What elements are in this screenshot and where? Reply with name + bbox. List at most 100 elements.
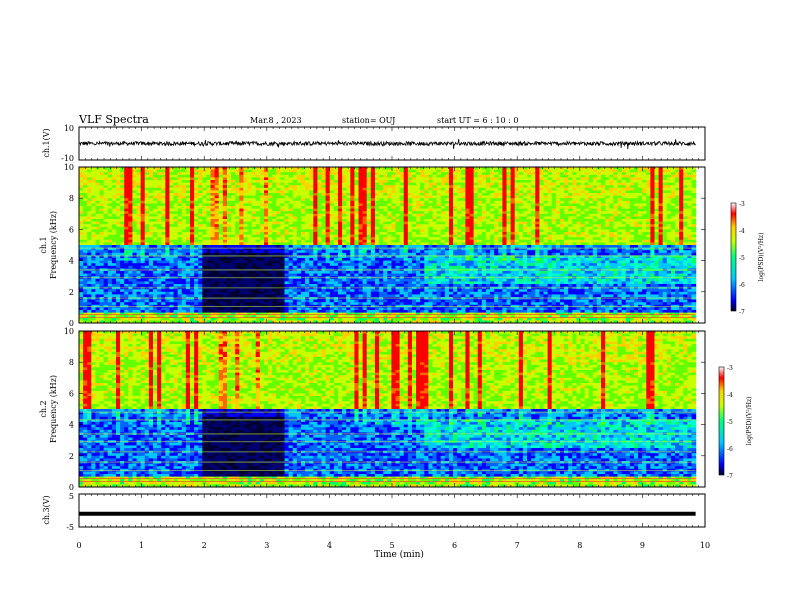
spectrogram-cell	[255, 229, 261, 233]
spectrogram-cell	[218, 320, 224, 323]
spectrogram-cell	[202, 317, 208, 321]
spectrogram-cell	[313, 273, 319, 277]
spectrogram-cell	[239, 200, 245, 204]
spectrogram-cell	[321, 239, 327, 243]
spectrogram-cell	[366, 278, 372, 282]
spectrogram-cell	[354, 263, 360, 267]
spectrogram-cell	[263, 302, 269, 306]
spectrogram-cell	[403, 263, 409, 267]
spectrogram-cell	[247, 310, 253, 314]
spectrogram-cell	[148, 190, 154, 194]
spectrogram-cell	[325, 203, 331, 207]
spectrogram-cell	[321, 167, 327, 171]
spectrogram-cell	[366, 219, 372, 223]
spectrogram-cell	[346, 281, 351, 285]
spectrogram-cell	[366, 237, 372, 241]
spectrogram-cell	[366, 320, 372, 323]
spectrogram-cell	[120, 265, 125, 269]
spectrogram-cell	[214, 271, 220, 275]
spectrogram-cell	[99, 245, 105, 249]
spectrogram-cell	[99, 271, 105, 275]
spectrogram-cell	[235, 289, 240, 293]
spectrogram-cell	[383, 281, 388, 285]
spectrogram-cell	[395, 242, 401, 246]
spectrogram-cell	[83, 190, 88, 194]
spectrogram-cell	[152, 284, 158, 288]
spectrogram-cell	[325, 297, 331, 301]
spectrogram-cell	[177, 320, 183, 323]
spectrogram-cell	[370, 193, 376, 197]
spectrogram-cell	[95, 317, 101, 321]
spectrogram-cell	[161, 271, 166, 275]
spectrogram-cell	[132, 232, 138, 236]
spectrogram-cell	[309, 180, 314, 184]
spectrogram-cell	[148, 317, 154, 321]
spectrogram-cell	[280, 213, 286, 217]
spectrogram-cell	[83, 200, 88, 204]
spectrogram-cell	[140, 180, 146, 184]
spectrogram-cell	[296, 239, 302, 243]
spectrogram-cell	[358, 182, 364, 186]
spectrogram-cell	[202, 232, 208, 236]
spectrogram-cell	[79, 299, 84, 303]
spectrogram-cell	[259, 281, 265, 285]
spectrogram-cell	[366, 187, 372, 191]
spectrogram-cell	[111, 169, 117, 173]
spectrogram-cell	[91, 239, 97, 243]
spectrogram-cell	[284, 206, 290, 210]
spectrogram-cell	[161, 167, 166, 171]
spectrogram-cell	[317, 294, 323, 298]
spectrogram-cell	[87, 185, 92, 189]
spectrogram-cell	[403, 252, 409, 256]
spectrogram-cell	[103, 185, 109, 189]
spectrogram-cell	[181, 232, 187, 236]
spectrogram-cell	[99, 229, 105, 233]
spectrogram-cell	[354, 307, 360, 311]
spectrogram-cell	[173, 284, 179, 288]
spectrogram-cell	[300, 317, 306, 321]
spectrogram-cell	[296, 289, 302, 293]
spectrogram-cell	[128, 198, 134, 202]
spectrogram-cell	[235, 195, 240, 199]
spectrogram-cell	[144, 208, 150, 212]
spectrogram-cell	[177, 221, 183, 225]
spectrogram-cell	[189, 291, 195, 295]
spectrogram-cell	[214, 185, 220, 189]
spectrogram-cell	[259, 224, 265, 228]
spectrogram-cell	[374, 206, 380, 210]
spectrogram-cell	[276, 289, 282, 293]
spectrogram-cell	[148, 180, 154, 184]
spectrogram-cell	[235, 302, 240, 306]
spectrogram-cell	[370, 317, 376, 321]
spectrogram-cell	[198, 190, 203, 194]
spectrogram-cell	[91, 242, 97, 246]
spectrogram-cell	[189, 203, 195, 207]
spectrogram-cell	[263, 271, 269, 275]
spectrogram-cell	[157, 299, 162, 303]
spectrogram-cell	[148, 177, 154, 181]
spectrogram-cell	[272, 260, 277, 264]
spectrogram-cell	[107, 187, 113, 191]
spectrogram-cell	[309, 317, 314, 321]
spectrogram-cell	[325, 174, 331, 178]
spectrogram-cell	[379, 263, 384, 267]
spectrogram-cell	[95, 180, 101, 184]
spectrogram-cell	[87, 242, 92, 246]
spectrogram-cell	[333, 310, 339, 314]
spectrogram-cell	[161, 211, 166, 215]
spectrogram-cell	[202, 237, 208, 241]
spectrogram-cell	[358, 263, 364, 267]
spectrogram-cell	[181, 208, 187, 212]
spectrogram-cell	[120, 255, 125, 259]
spectrogram-cell	[169, 239, 175, 243]
spectrogram-cell	[148, 172, 154, 176]
spectrogram-cell	[79, 320, 84, 323]
spectrogram-cell	[198, 297, 203, 301]
spectrogram-cell	[292, 302, 298, 306]
spectrogram-cell	[313, 255, 319, 259]
spectrogram-cell	[313, 195, 319, 199]
spectrogram-cell	[374, 224, 380, 228]
spectrogram-cell	[333, 213, 339, 217]
spectrogram-cell	[157, 216, 162, 220]
spectrogram-cell	[140, 226, 146, 230]
